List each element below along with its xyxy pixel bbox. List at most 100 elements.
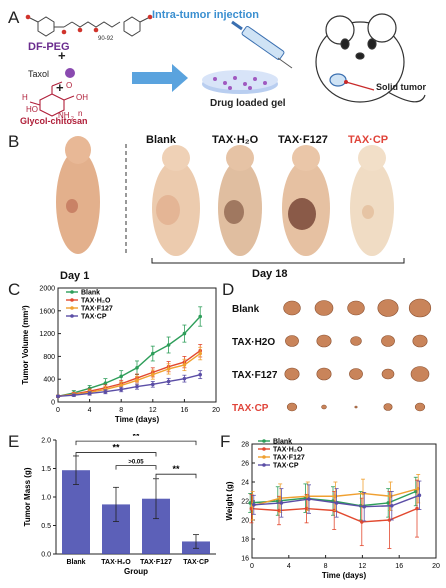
- data-point: [182, 363, 187, 367]
- legend-label: Blank: [81, 290, 100, 297]
- legend-label: TAX·F127: [81, 306, 113, 313]
- chem-label-h: H: [22, 93, 28, 102]
- day18-label: Day 18: [252, 268, 288, 280]
- chem-label-nh: NH: [58, 111, 70, 120]
- y-tick-label: 1600: [39, 308, 55, 315]
- panel-a-schematic: DF-PEG 90-92 + Taxol + H O OH HO NH 2 n: [22, 14, 153, 120]
- y-tick-label: 28: [241, 442, 249, 449]
- y-tick-label: 0.0: [41, 552, 51, 559]
- x-tick-label: TAX·F127: [140, 559, 172, 566]
- x-tick-label: 4: [287, 563, 291, 570]
- legend-marker: [70, 314, 74, 318]
- tumor-sample: [286, 402, 298, 412]
- legend-marker: [70, 290, 74, 294]
- data-point: [417, 493, 422, 498]
- tumor-sample: [316, 367, 332, 381]
- chem-label-oh: OH: [76, 93, 88, 102]
- legend-label: TAX·CP: [273, 463, 299, 470]
- taxol-label: Taxol: [28, 69, 49, 79]
- data-point: [151, 351, 155, 356]
- y-tick-label: 1.5: [41, 466, 51, 473]
- chem-label-o: O: [66, 81, 72, 90]
- data-point: [198, 351, 202, 356]
- peg-subscript: 90-92: [98, 36, 114, 42]
- tumor-dot: [344, 80, 348, 84]
- oxygen-atoms: [25, 14, 153, 35]
- panel-label-b: B: [8, 132, 20, 151]
- legend-label: TAX·CP: [81, 314, 107, 321]
- data-point: [119, 383, 123, 388]
- data-point: [72, 393, 76, 397]
- legend-marker: [262, 439, 266, 443]
- y-tick-label: 16: [241, 556, 249, 563]
- data-point: [87, 391, 92, 396]
- significance-label: **: [112, 443, 120, 453]
- tumor-pointer: [345, 81, 375, 91]
- panel-label-c: C: [8, 280, 21, 299]
- data-point: [279, 501, 284, 505]
- data-point: [135, 378, 139, 383]
- mouse-illustration: [315, 13, 426, 103]
- tumor-row-label-tax-h2o: TAX·H2O: [232, 337, 276, 348]
- drug-gel-top: [202, 70, 278, 90]
- series-line: [57, 373, 201, 397]
- data-point: [103, 381, 108, 385]
- group-label-blank: Blank: [146, 134, 176, 146]
- x-tick-label: 0: [56, 407, 60, 414]
- glycol-chitosan-structure: [29, 81, 75, 117]
- mouse-photo-tax-cp: [350, 145, 394, 256]
- panel-label-a: A: [8, 8, 20, 27]
- tumor-sample: [408, 298, 432, 318]
- tumor-row-label-tax-f127: TAX·F127: [232, 370, 278, 381]
- data-point: [56, 394, 60, 399]
- tumor-sample: [383, 403, 393, 411]
- y-tick-label: 2000: [39, 286, 55, 293]
- y-axis-label: Tumor Volume (mm³): [21, 305, 30, 385]
- tumor-sample: [347, 300, 365, 316]
- day18-bracket: [151, 258, 405, 264]
- group-label-tax-cp: TAX·CP: [348, 134, 389, 146]
- tumor-sample: [410, 366, 430, 382]
- significance-label: **: [132, 434, 140, 441]
- x-axis-label: Time (days): [115, 415, 160, 424]
- data-point: [182, 376, 187, 381]
- legend-marker: [262, 455, 266, 459]
- y-tick-label: 800: [43, 354, 55, 361]
- significance-bracket: [155, 473, 197, 479]
- data-point: [166, 379, 171, 384]
- data-point: [151, 382, 155, 387]
- chem-label-2: 2: [71, 116, 74, 120]
- tumor-sample: [412, 334, 428, 348]
- taxol-particle: [65, 68, 75, 78]
- day1-label: Day 1: [60, 270, 90, 282]
- data-point: [387, 518, 392, 522]
- significance-label: **: [172, 464, 180, 474]
- glycol-chitosan-label: Glycol-chitosan: [20, 116, 88, 126]
- chem-label-ho: HO: [26, 105, 38, 114]
- series-line: [57, 352, 201, 397]
- tumor-sample: [414, 402, 426, 412]
- y-axis-label: Tumor Mass (g): [23, 467, 32, 526]
- x-tick-label: 20: [432, 563, 440, 570]
- y-tick-label: 18: [241, 537, 249, 544]
- y-tick-label: 2.0: [41, 438, 51, 445]
- chem-label-n: n: [78, 109, 82, 118]
- tumor-sample: [349, 368, 363, 380]
- data-point: [166, 367, 171, 371]
- data-point: [362, 504, 366, 509]
- legend-label: Blank: [273, 439, 292, 446]
- gel-particles: [213, 76, 267, 90]
- panel-b-photos: [56, 136, 405, 264]
- tumor-sample: [284, 367, 300, 381]
- solid-tumor-label: Solid tumor: [376, 82, 426, 92]
- tumor-sample: [354, 405, 358, 409]
- data-point: [135, 366, 139, 370]
- y-tick-label: 26: [241, 461, 249, 468]
- x-tick-label: 8: [324, 563, 328, 570]
- tumor-volume-chart: 0 4 8 12 16 20 0 400 800 1200 1600 2000 Time (days) T…: [21, 286, 220, 425]
- series-line: [57, 316, 201, 397]
- tumor-mass-chart: 0.0 0.5 1.0 1.5 2.0 Blank TAX·H₂O TAX·F127 TAX·C…: [23, 434, 216, 576]
- plus-sign-2: +: [56, 80, 64, 95]
- mouse-photo-day1: [56, 136, 100, 254]
- x-tick-label: 16: [181, 407, 189, 414]
